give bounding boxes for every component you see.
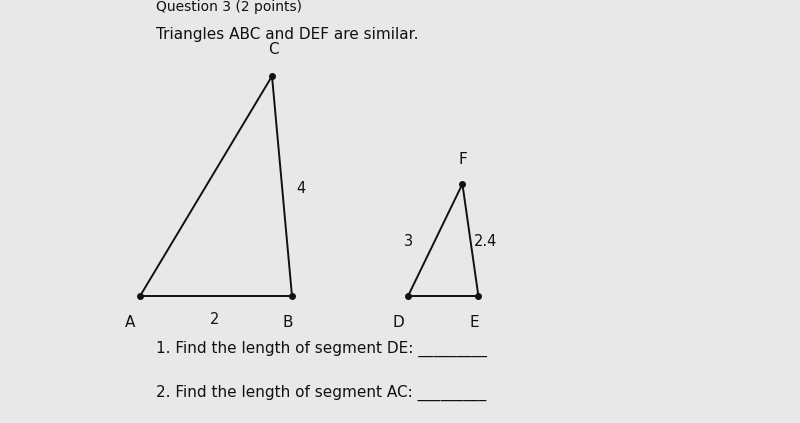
Text: E: E bbox=[470, 315, 479, 330]
Text: C: C bbox=[268, 42, 279, 57]
Text: A: A bbox=[125, 315, 134, 330]
Text: Question 3 (2 points): Question 3 (2 points) bbox=[156, 0, 302, 14]
Text: D: D bbox=[393, 315, 404, 330]
Text: B: B bbox=[282, 315, 294, 330]
Text: 2: 2 bbox=[210, 312, 219, 327]
Text: 2. Find the length of segment AC: _________: 2. Find the length of segment AC: ______… bbox=[156, 385, 486, 401]
Text: 1. Find the length of segment DE: _________: 1. Find the length of segment DE: ______… bbox=[156, 341, 487, 357]
Text: Triangles ABC and DEF are similar.: Triangles ABC and DEF are similar. bbox=[156, 27, 418, 42]
Text: 3: 3 bbox=[404, 234, 413, 250]
Text: F: F bbox=[458, 152, 466, 167]
Text: 4: 4 bbox=[296, 181, 306, 196]
Text: 2.4: 2.4 bbox=[474, 234, 497, 250]
